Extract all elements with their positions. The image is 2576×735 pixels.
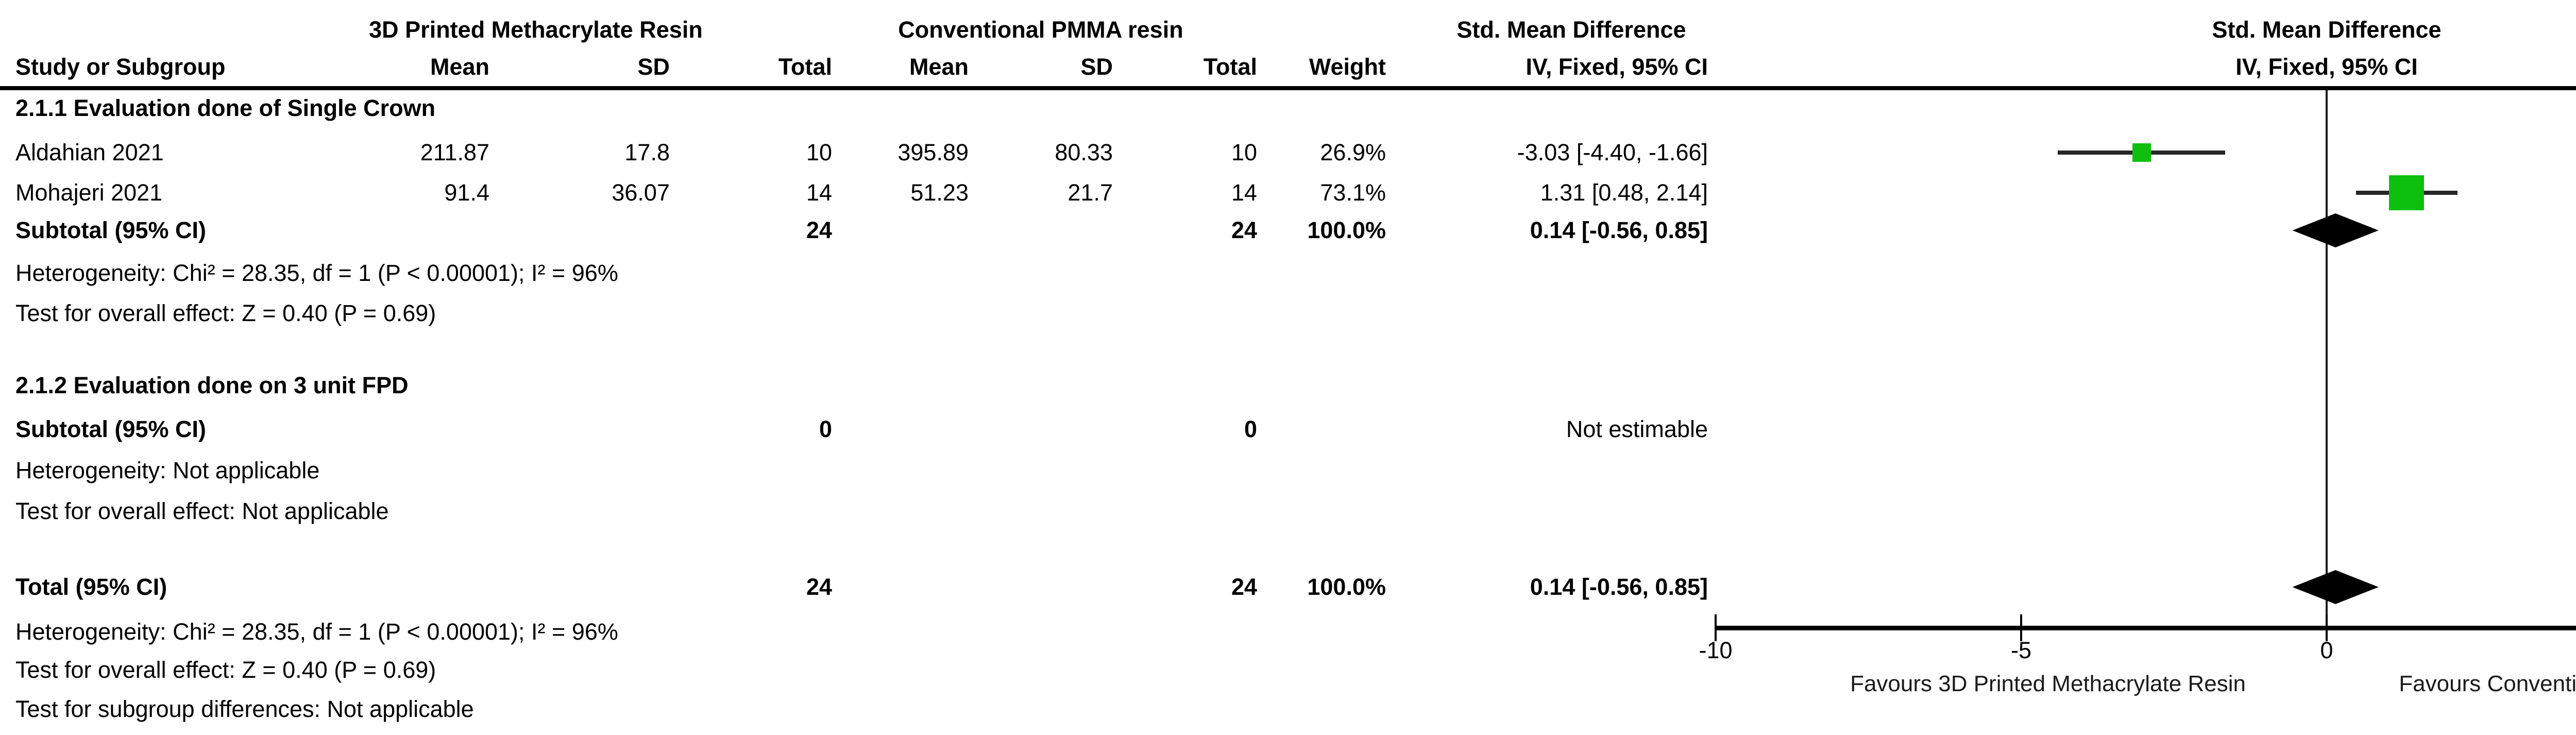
effect-column-header-line2: IV, Fixed, 95% CI bbox=[1526, 54, 1708, 80]
column-header-mean-3dp: Mean bbox=[430, 54, 489, 80]
cell-total-pmma: 10 bbox=[1231, 139, 1257, 165]
cell-weight: 73.1% bbox=[1320, 179, 1386, 206]
total-label: Total (95% CI) bbox=[15, 574, 167, 600]
cell-ci-estimate: 0.14 [-0.56, 0.85] bbox=[1530, 217, 1708, 243]
axis-tick bbox=[1715, 614, 1717, 641]
note-label: Test for overall effect: Z = 0.40 (P = 0… bbox=[15, 300, 436, 326]
column-header-sd-pmma: SD bbox=[1080, 54, 1113, 80]
cell-total-3dp: 0 bbox=[819, 416, 832, 442]
subtotal-label: Subtotal (95% CI) bbox=[15, 217, 207, 243]
column-header-total-pmma: Total bbox=[1203, 54, 1257, 80]
section-label: 2.1.2 Evaluation done on 3 unit FPD bbox=[15, 372, 409, 398]
cell-total-pmma: 24 bbox=[1231, 217, 1257, 243]
study-label: Aldahian 2021 bbox=[15, 139, 164, 165]
group2-header: Conventional PMMA resin bbox=[898, 16, 1183, 43]
column-header-sd-3dp: SD bbox=[637, 54, 670, 80]
cell-sd-pmma: 21.7 bbox=[1067, 179, 1113, 206]
group1-header: 3D Printed Methacrylate Resin bbox=[369, 16, 703, 43]
cell-ci-estimate: -3.03 [-4.40, -1.66] bbox=[1517, 139, 1708, 165]
cell-weight: 100.0% bbox=[1307, 574, 1386, 600]
cell-mean-pmma: 395.89 bbox=[897, 139, 969, 165]
column-header-total-3dp: Total bbox=[778, 54, 832, 80]
column-header-mean-pmma: Mean bbox=[909, 54, 969, 80]
cell-mean-3dp: 91.4 bbox=[444, 179, 489, 206]
cell-sd-3dp: 36.07 bbox=[612, 179, 670, 206]
note-label: Test for subgroup differences: Not appli… bbox=[15, 696, 474, 722]
pooled-diamond bbox=[2292, 570, 2379, 604]
pooled-diamond bbox=[2292, 213, 2379, 247]
axis-tick-label: -10 bbox=[1699, 637, 1733, 663]
cell-total-3dp: 14 bbox=[806, 179, 832, 206]
column-header-study: Study or Subgroup bbox=[15, 54, 226, 80]
cell-mean-pmma: 51.23 bbox=[910, 179, 969, 206]
cell-total-pmma: 14 bbox=[1231, 179, 1257, 206]
axis-tick-label: 5 bbox=[2555, 637, 2576, 664]
axis-tick-label: -5 bbox=[2010, 637, 2031, 663]
note-label: Heterogeneity: Chi² = 28.35, df = 1 (P <… bbox=[15, 619, 618, 645]
cell-weight: 100.0% bbox=[1307, 217, 1386, 243]
cell-weight: 26.9% bbox=[1320, 139, 1386, 165]
cell-total-3dp: 10 bbox=[806, 139, 832, 165]
cell-mean-3dp: 211.87 bbox=[420, 139, 489, 165]
axis-tick-label: 0 bbox=[2320, 637, 2333, 663]
effect-square bbox=[2389, 175, 2425, 210]
cell-total-3dp: 24 bbox=[806, 574, 832, 600]
column-header-weight: Weight bbox=[1309, 54, 1386, 80]
plot-zero-line bbox=[2326, 90, 2328, 628]
study-label: Mohajeri 2021 bbox=[15, 179, 163, 206]
cell-ci-estimate: Not estimable bbox=[1566, 416, 1708, 442]
effect-square bbox=[2132, 143, 2151, 162]
effect-column-header-line1: Std. Mean Difference bbox=[1456, 16, 1686, 43]
cell-ci-estimate: 0.14 [-0.56, 0.85] bbox=[1530, 574, 1708, 600]
cell-total-pmma: 24 bbox=[1231, 574, 1257, 600]
plot-header-line1: Std. Mean Difference bbox=[2212, 16, 2442, 43]
plot-axis-line bbox=[1716, 626, 2576, 630]
axis-tick bbox=[2326, 614, 2328, 641]
subtotal-label: Subtotal (95% CI) bbox=[15, 416, 207, 442]
note-label: Heterogeneity: Not applicable bbox=[15, 457, 320, 483]
cell-sd-3dp: 17.8 bbox=[624, 139, 670, 165]
note-label: Test for overall effect: Not applicable bbox=[15, 498, 389, 524]
axis-tick bbox=[2020, 614, 2022, 641]
plot-header-line2: IV, Fixed, 95% CI bbox=[2235, 54, 2418, 80]
favours-left-label: Favours 3D Printed Methacrylate Resin bbox=[1850, 671, 2246, 696]
cell-total-pmma: 0 bbox=[1244, 416, 1257, 442]
cell-sd-pmma: 80.33 bbox=[1055, 139, 1113, 165]
cell-total-3dp: 24 bbox=[806, 217, 832, 243]
section-label: 2.1.1 Evaluation done of Single Crown bbox=[15, 95, 436, 121]
favours-right-label: Favours Conventional PMMA resin bbox=[2399, 671, 2576, 696]
note-label: Test for overall effect: Z = 0.40 (P = 0… bbox=[15, 657, 436, 683]
note-label: Heterogeneity: Chi² = 28.35, df = 1 (P <… bbox=[15, 260, 618, 286]
header-divider-rule bbox=[0, 86, 2576, 90]
cell-ci-estimate: 1.31 [0.48, 2.14] bbox=[1540, 179, 1708, 206]
